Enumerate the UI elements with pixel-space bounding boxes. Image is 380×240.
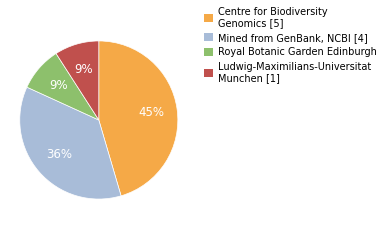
Text: 9%: 9% — [74, 63, 93, 76]
Legend: Centre for Biodiversity
Genomics [5], Mined from GenBank, NCBI [4], Royal Botani: Centre for Biodiversity Genomics [5], Mi… — [203, 5, 380, 85]
Wedge shape — [27, 54, 99, 120]
Text: 9%: 9% — [49, 79, 68, 92]
Text: 36%: 36% — [46, 148, 72, 161]
Wedge shape — [99, 41, 178, 196]
Text: 45%: 45% — [138, 106, 164, 119]
Wedge shape — [56, 41, 99, 120]
Wedge shape — [20, 87, 121, 199]
